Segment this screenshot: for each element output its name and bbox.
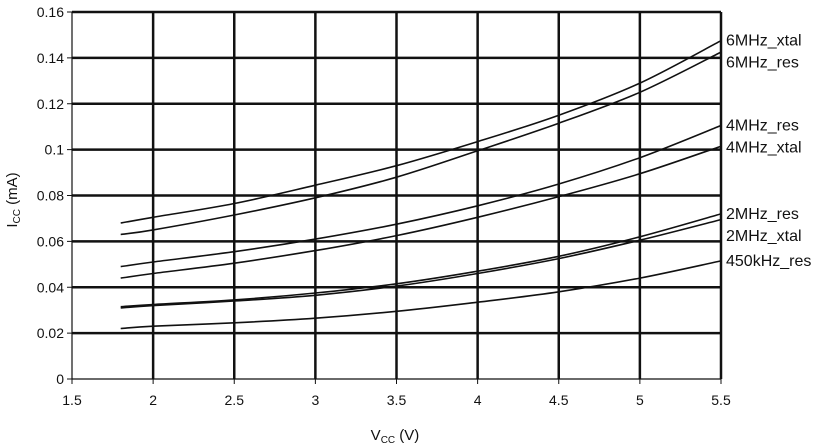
series-line-6MHz_xtal — [120, 39, 722, 224]
series-label-2MHz_xtal: 2MHz_xtal — [726, 228, 802, 245]
y-axis-label: ICC (mA) — [4, 172, 23, 227]
x-tick-label: 2.5 — [225, 392, 245, 408]
y-tick-label: 0.02 — [37, 325, 64, 341]
y-axis-label-unit: (mA) — [4, 172, 21, 209]
series-lines — [120, 39, 722, 330]
series-label-4MHz_res: 4MHz_res — [726, 118, 799, 135]
y-tick-labels: 0 0.02 0.04 0.06 0.08 0.1 0.12 0.14 0.16 — [37, 4, 64, 387]
series-label-6MHz_res: 6MHz_res — [726, 55, 799, 72]
y-tick-label: 0.14 — [37, 50, 64, 66]
x-tick-label: 5.5 — [711, 392, 731, 408]
y-axis-label-subscript: CC — [12, 209, 23, 223]
x-tick-label: 5 — [636, 392, 644, 408]
x-tick-label: 3 — [311, 392, 319, 408]
series-line-4MHz_xtal — [120, 145, 722, 279]
x-axis-label: VCC (V) — [371, 427, 420, 446]
x-tick-label: 2 — [149, 392, 157, 408]
x-tick-label: 4.5 — [549, 392, 569, 408]
series-labels: 6MHz_xtal 6MHz_res 4MHz_res 4MHz_xtal 2MHz_r… — [726, 33, 811, 270]
x-tick-label: 4 — [474, 392, 482, 408]
series-line-4MHz_res — [120, 124, 722, 268]
series-label-4MHz_xtal: 4MHz_xtal — [726, 140, 802, 157]
series-label-2MHz_res: 2MHz_res — [726, 206, 799, 223]
series-line-2MHz_xtal — [120, 218, 722, 309]
y-tick-label: 0.04 — [37, 279, 64, 295]
x-tick-labels: 1.5 2 2.5 3 3.5 4 4.5 5 5.5 — [62, 392, 731, 408]
y-tick-label: 0.1 — [45, 142, 65, 158]
x-axis-label-subscript: CC — [381, 435, 395, 446]
y-tick-label: 0.06 — [37, 233, 64, 249]
series-label-6MHz_xtal: 6MHz_xtal — [726, 33, 802, 50]
x-tick-label: 3.5 — [387, 392, 407, 408]
y-tick-label: 0.12 — [37, 96, 64, 112]
x-axis-label-unit: (V) — [395, 427, 419, 444]
gridlines — [72, 10, 723, 379]
series-line-2MHz_res — [120, 213, 722, 308]
series-label-450kHz_res: 450kHz_res — [726, 253, 811, 270]
y-tick-label: 0 — [56, 371, 64, 387]
x-tick-label: 1.5 — [62, 392, 82, 408]
y-tick-label: 0.16 — [37, 4, 64, 20]
axes — [67, 11, 722, 384]
y-tick-label: 0.08 — [37, 188, 64, 204]
series-line-450kHz_res — [120, 260, 722, 330]
series-line-6MHz_res — [120, 51, 722, 236]
